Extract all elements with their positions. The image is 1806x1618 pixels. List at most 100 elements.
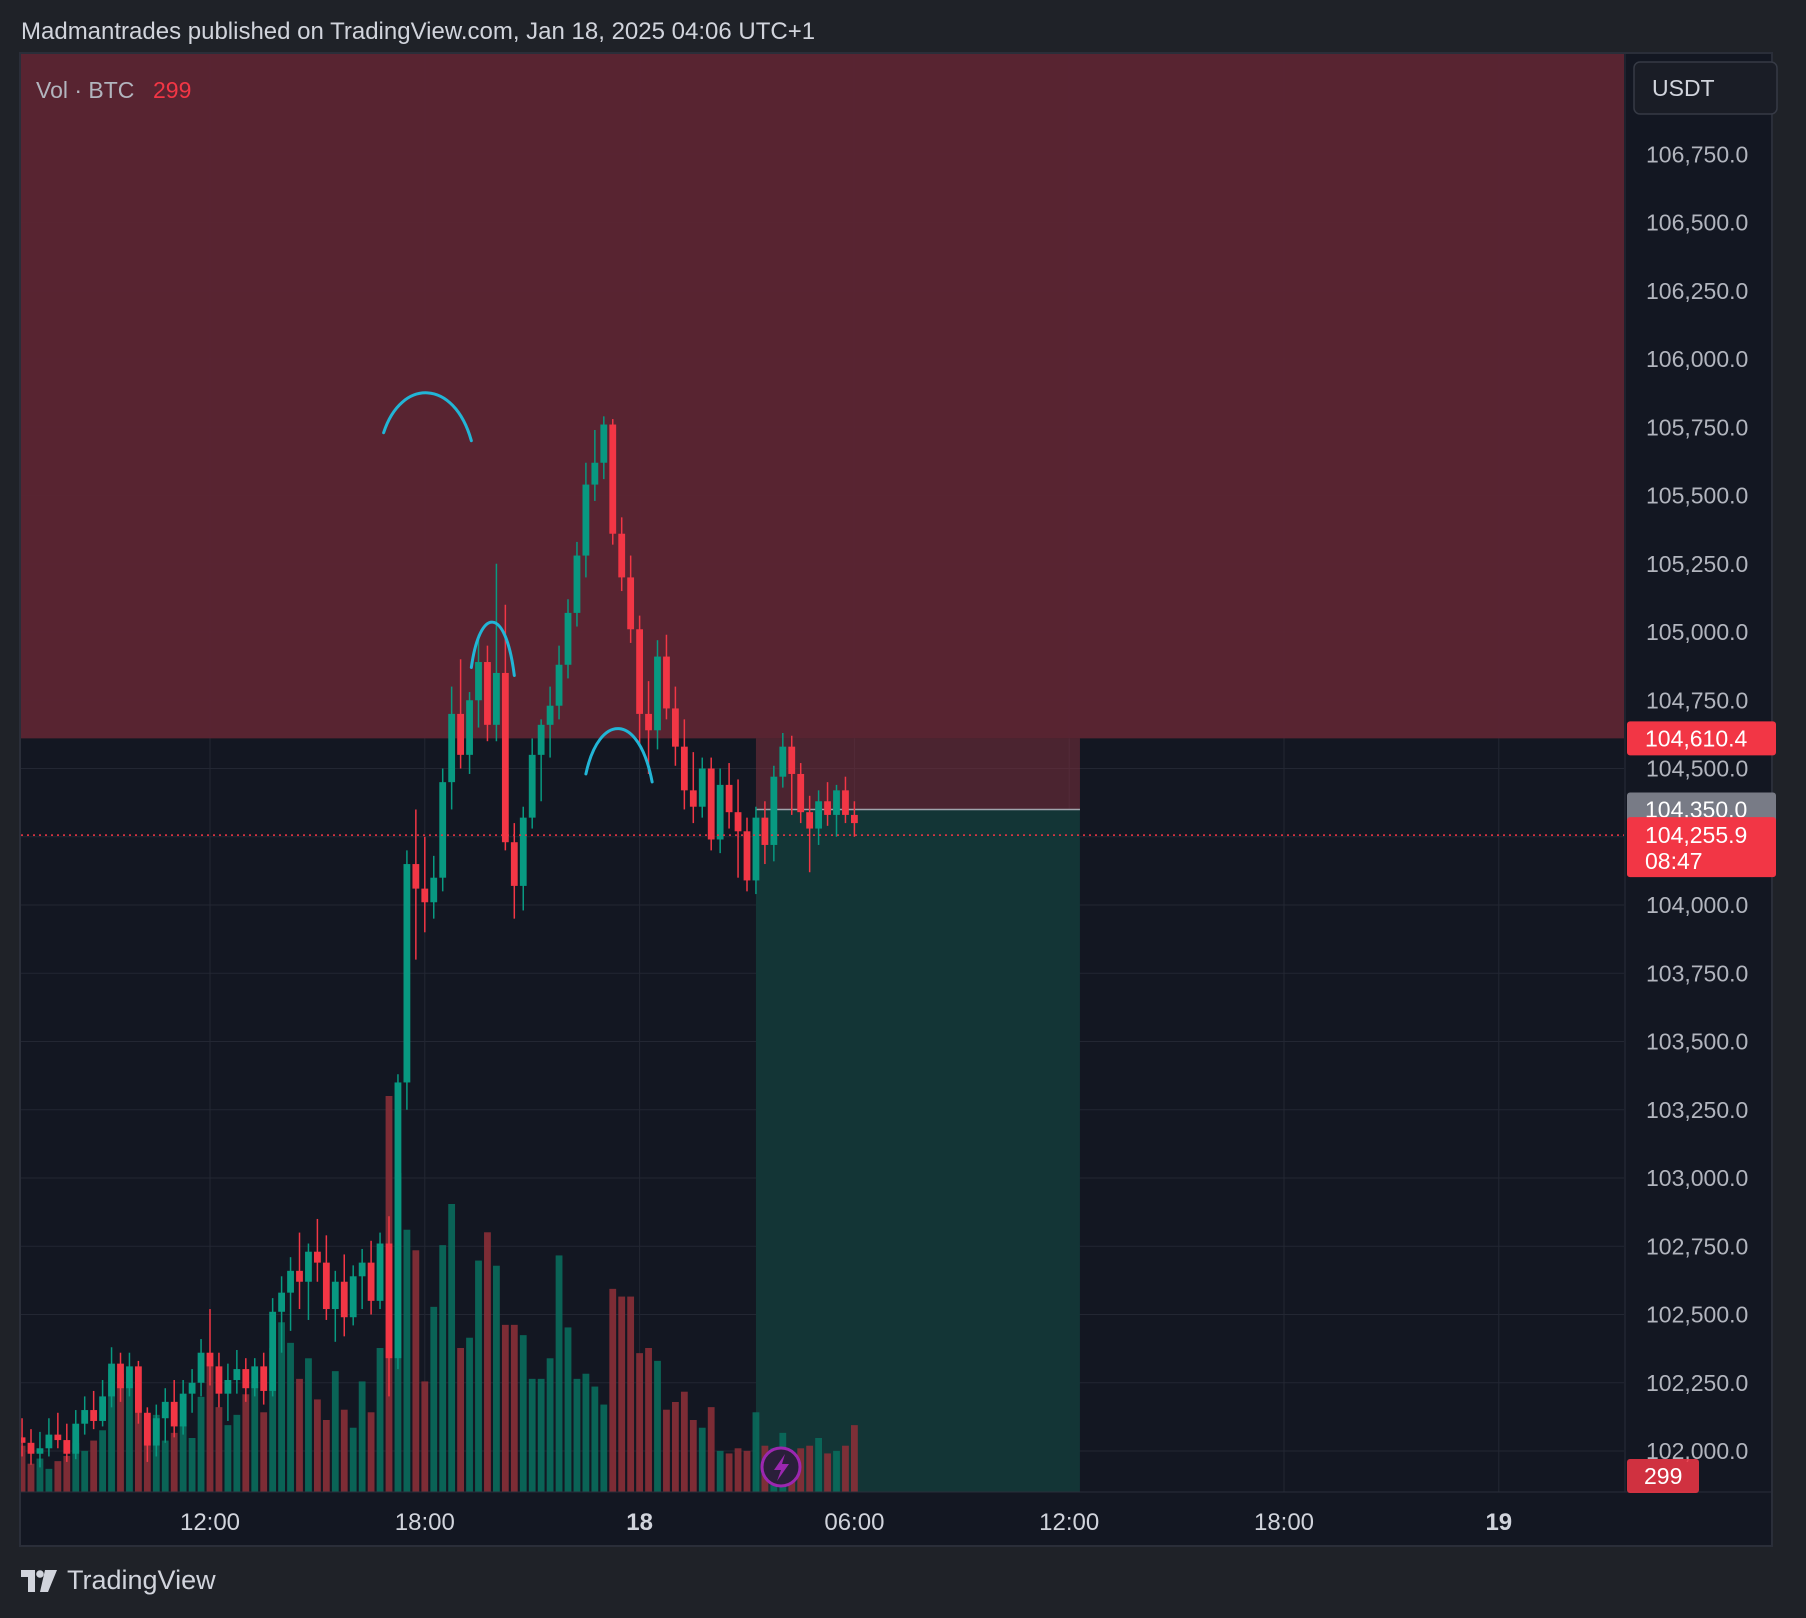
candle [788,735,796,815]
price-tick-label: 104,750.0 [1646,687,1748,713]
candle [287,1257,294,1331]
candle [779,733,787,788]
candle-body [340,1281,348,1318]
candle-body [322,1262,330,1310]
volume-bar [421,1381,429,1492]
head-and-shoulders-arc [584,727,654,784]
volume-bar [475,1260,482,1492]
candle-body [260,1366,268,1391]
candle-body [21,1437,26,1443]
candle [850,801,858,837]
volume-bar [680,1391,688,1492]
candle-body [36,1448,44,1454]
price-axis[interactable]: 102,000.0102,250.0102,500.0102,750.0103,… [1646,141,1748,1464]
candle [698,757,706,818]
price-tick-label: 104,500.0 [1646,756,1748,782]
volume-bar [600,1404,608,1492]
candle-body [27,1442,35,1454]
volume-value-text: 299 [1644,1463,1682,1489]
volume-bar [251,1384,259,1492]
resistance-price-text: 104,610.4 [1645,725,1748,751]
candle [743,817,751,892]
lightning-icon[interactable] [760,1446,802,1488]
candle [260,1352,268,1405]
tradingview-logo-icon [21,1569,57,1592]
candle [654,640,661,750]
volume-bar [510,1324,518,1492]
candle [627,555,635,643]
candle [519,806,527,911]
candle-body [734,812,742,832]
candle-body [421,888,429,903]
candle-body [519,817,527,886]
time-tick-label: 12:00 [1039,1509,1099,1536]
volume-bar [188,1438,196,1492]
candle-body [779,746,787,777]
volume-bar [403,1229,411,1492]
candle-body [439,782,447,878]
price-tick-label: 106,250.0 [1646,278,1748,304]
candle [716,768,724,854]
candle [45,1418,53,1457]
candle-body [564,612,572,665]
candle [475,634,482,728]
time-axis[interactable]: 12:00 18:00 18 06:00 12:00 18:00 19 [180,1509,1512,1536]
candle-body [600,424,608,463]
candle [296,1232,303,1310]
candle-body [349,1276,357,1318]
candle-body [296,1270,303,1282]
currency-button[interactable]: USDT [1633,61,1778,115]
candle [752,806,760,895]
candle [573,541,581,627]
volume-bar [448,1204,456,1492]
volume-bar [716,1450,724,1492]
volume-bar [215,1407,223,1492]
candle-body [206,1352,214,1367]
volume-bar [126,1384,133,1492]
candle-body [457,713,465,755]
candle-body [555,664,563,706]
head-and-shoulders-arc [469,620,516,677]
volume-bar [54,1461,62,1492]
candle-body [591,462,599,485]
volume-bar [430,1306,438,1492]
price-tick-label: 105,750.0 [1646,414,1748,440]
candle-body [492,672,500,725]
candle [331,1270,339,1342]
volume-bar [260,1412,268,1492]
last-price-tag: 104,255.9 08:47 [1627,817,1776,878]
resistance-zone [21,54,1624,739]
candle-body [618,533,626,578]
candle [671,686,679,766]
candle [501,604,509,851]
candle [761,801,769,865]
volume-bar [331,1371,339,1492]
volume-bar [752,1412,760,1492]
candle [108,1347,115,1408]
candle-body [833,790,840,815]
annotation-layer [382,391,654,784]
price-chart[interactable]: 102,000.0102,250.0102,500.0102,750.0103,… [0,0,1806,1560]
volume-bar [537,1378,545,1492]
candle-body [152,1418,160,1446]
candle [143,1407,151,1462]
time-tick-label: 18:00 [395,1509,455,1536]
candle [636,615,644,747]
volume-bar [689,1420,697,1492]
volume-bar [161,1440,169,1492]
candle-body [627,577,635,630]
candle-body [313,1251,321,1263]
price-tick-label: 105,500.0 [1646,483,1748,509]
volume-bar [376,1348,384,1492]
candle-body [54,1434,62,1441]
candle-body [743,831,751,881]
candle-body [430,877,438,903]
volume-bar [27,1463,35,1492]
candle-body [108,1363,115,1397]
candle-body [90,1410,98,1421]
candle-body [636,629,644,714]
candle [36,1431,44,1468]
candle-body [770,776,778,845]
volume-indicator-value: 299 [153,77,191,103]
candle [528,738,536,829]
